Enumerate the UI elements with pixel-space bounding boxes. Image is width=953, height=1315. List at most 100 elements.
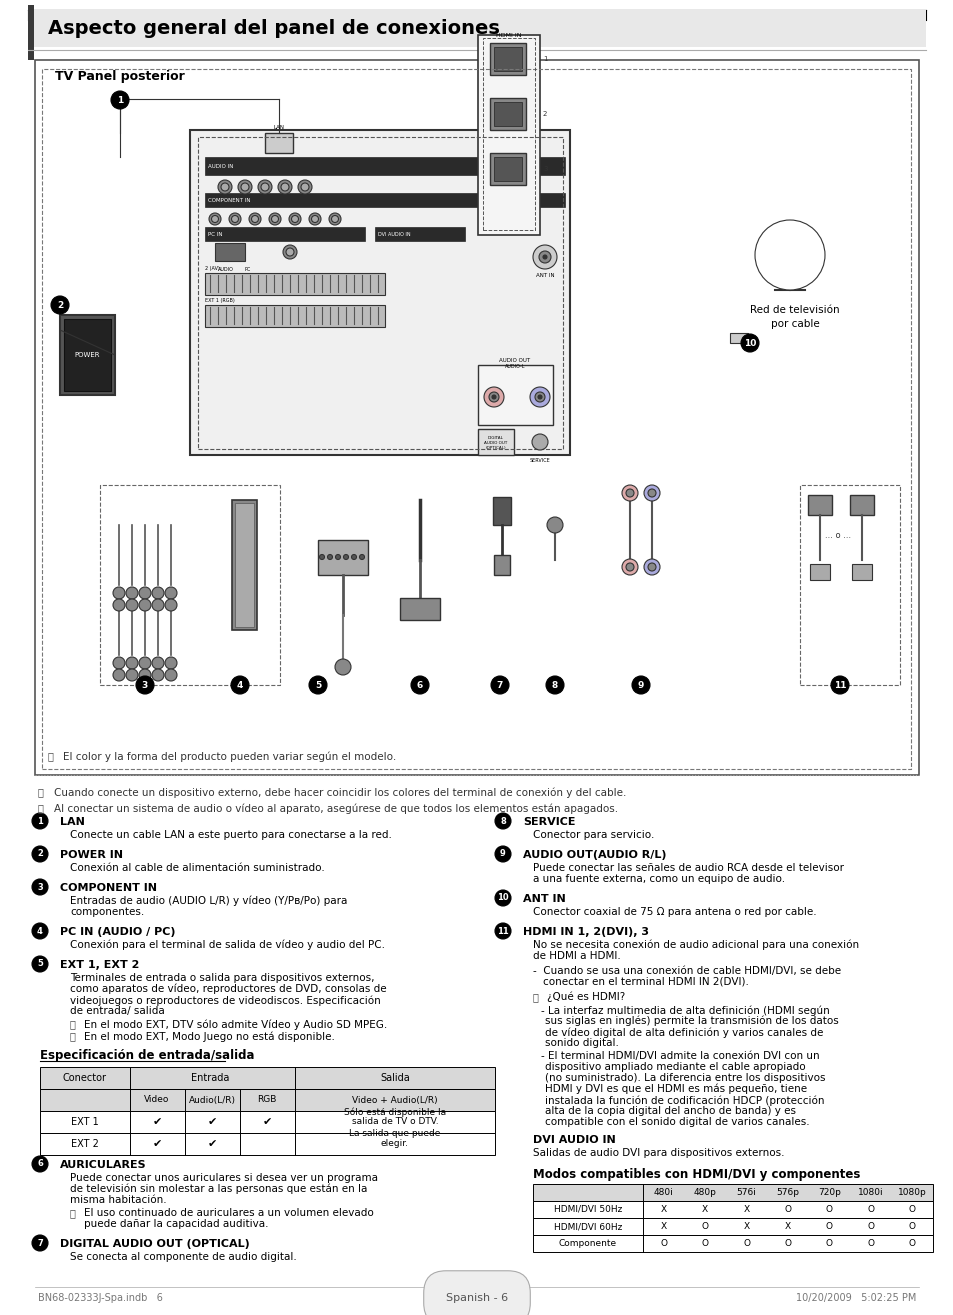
Circle shape	[643, 485, 659, 501]
Text: O: O	[825, 1205, 832, 1214]
Circle shape	[218, 180, 232, 195]
Text: 7: 7	[497, 680, 502, 689]
Circle shape	[232, 216, 238, 222]
Circle shape	[165, 586, 177, 600]
Text: X: X	[742, 1222, 749, 1231]
Circle shape	[335, 555, 340, 559]
Text: sonido digital.: sonido digital.	[544, 1038, 618, 1048]
Circle shape	[492, 394, 496, 398]
Circle shape	[237, 180, 252, 195]
Text: 6: 6	[416, 680, 423, 689]
Text: 11: 11	[497, 927, 508, 935]
Text: TV Panel posterior: TV Panel posterior	[55, 70, 185, 83]
Bar	[477, 429, 514, 455]
Text: Conexión al cable de alimentación suministrado.: Conexión al cable de alimentación sumini…	[70, 863, 324, 873]
Text: AUDIO OUT(AUDIO R/L): AUDIO OUT(AUDIO R/L)	[522, 849, 666, 860]
Text: Aspecto general del panel de conexiones: Aspecto general del panel de conexiones	[48, 18, 499, 38]
Text: Video: Video	[144, 1095, 170, 1105]
Text: BN68-02333J-Spa.indb   6: BN68-02333J-Spa.indb 6	[38, 1293, 163, 1303]
Circle shape	[286, 249, 294, 256]
Text: ⓓ: ⓓ	[70, 1031, 76, 1041]
Bar	[494, 103, 521, 126]
Text: 8: 8	[551, 680, 558, 689]
Text: POWER IN: POWER IN	[60, 849, 123, 860]
Text: de vídeo digital de alta definición y varios canales de: de vídeo digital de alta definición y va…	[544, 1027, 822, 1038]
Text: ⓓ: ⓓ	[38, 803, 44, 813]
Bar	[205, 305, 385, 327]
Bar	[490, 99, 525, 130]
Text: elegir.: elegir.	[380, 1140, 409, 1148]
Circle shape	[319, 555, 324, 559]
Circle shape	[289, 213, 301, 225]
Circle shape	[483, 387, 503, 408]
Text: X: X	[660, 1205, 666, 1214]
Bar	[494, 47, 521, 71]
Text: Modos compatibles con HDMI/DVI y componentes: Modos compatibles con HDMI/DVI y compone…	[533, 1168, 860, 1181]
Text: Video + Audio(L/R): Video + Audio(L/R)	[352, 1095, 437, 1105]
Circle shape	[126, 658, 138, 669]
Text: sus siglas en inglés) permite la transmisión de los datos: sus siglas en inglés) permite la transmi…	[544, 1016, 838, 1027]
Bar	[375, 227, 464, 241]
Text: ANT IN: ANT IN	[522, 894, 565, 903]
Bar	[205, 227, 365, 241]
Circle shape	[830, 676, 848, 694]
Circle shape	[126, 586, 138, 600]
Circle shape	[309, 676, 327, 694]
Text: de entrada/ salida: de entrada/ salida	[70, 1006, 165, 1016]
Text: O: O	[908, 1205, 915, 1214]
Bar	[100, 485, 280, 685]
Text: 5: 5	[37, 960, 43, 969]
Text: Entrada: Entrada	[191, 1073, 229, 1084]
Text: DIGITAL
AUDIO OUT
(OPTICAL): DIGITAL AUDIO OUT (OPTICAL)	[484, 437, 507, 450]
Text: ✔: ✔	[207, 1139, 216, 1149]
Circle shape	[283, 245, 296, 259]
Text: 576i: 576i	[736, 1187, 756, 1197]
Bar	[42, 68, 910, 769]
Text: ... o ...: ... o ...	[824, 530, 850, 539]
Text: O: O	[783, 1205, 791, 1214]
Text: videojuegos o reproductores de videodiscos. Especificación: videojuegos o reproductores de videodisc…	[70, 995, 380, 1006]
Circle shape	[165, 669, 177, 681]
Bar	[40, 1111, 495, 1134]
Bar	[40, 1089, 495, 1111]
Text: compatible con el sonido digital de varios canales.: compatible con el sonido digital de vari…	[544, 1116, 809, 1127]
Text: - El terminal HDMI/DVI admite la conexión DVI con un: - El terminal HDMI/DVI admite la conexió…	[540, 1051, 819, 1061]
Circle shape	[112, 600, 125, 611]
Text: 2: 2	[542, 110, 547, 117]
Bar	[35, 60, 918, 775]
Circle shape	[331, 216, 338, 222]
Text: instalada la función de codificación HDCP (protección: instalada la función de codificación HDC…	[544, 1095, 823, 1106]
Bar	[317, 540, 368, 575]
Text: DVI AUDIO IN: DVI AUDIO IN	[533, 1135, 615, 1145]
Circle shape	[252, 216, 258, 222]
Text: -  Cuando se usa una conexión de cable HDMI/DVI, se debe: - Cuando se usa una conexión de cable HD…	[533, 967, 841, 976]
Text: Componente: Componente	[558, 1239, 617, 1248]
Text: Spanish - 6: Spanish - 6	[445, 1293, 508, 1303]
Bar	[494, 555, 510, 575]
Bar	[232, 500, 256, 630]
Circle shape	[139, 600, 151, 611]
Bar	[205, 274, 385, 295]
Text: 3: 3	[142, 680, 148, 689]
Circle shape	[152, 669, 164, 681]
Circle shape	[359, 555, 364, 559]
Text: ✔: ✔	[152, 1116, 161, 1127]
Bar	[729, 333, 747, 343]
Text: O: O	[742, 1239, 749, 1248]
Circle shape	[269, 213, 281, 225]
Circle shape	[139, 669, 151, 681]
Text: HDMI IN: HDMI IN	[496, 33, 521, 38]
Text: ✔: ✔	[262, 1116, 272, 1127]
Circle shape	[621, 559, 638, 575]
Text: 10: 10	[743, 338, 756, 347]
Circle shape	[491, 676, 509, 694]
Circle shape	[112, 658, 125, 669]
Text: 8: 8	[499, 817, 505, 826]
Text: O: O	[866, 1222, 874, 1231]
Text: Red de televisión: Red de televisión	[749, 305, 839, 316]
Circle shape	[277, 180, 292, 195]
Text: ⓓ: ⓓ	[70, 1019, 76, 1030]
Circle shape	[212, 216, 218, 222]
Text: X: X	[701, 1205, 707, 1214]
Text: conectar en el terminal HDMI IN 2(DVI).: conectar en el terminal HDMI IN 2(DVI).	[542, 977, 748, 988]
